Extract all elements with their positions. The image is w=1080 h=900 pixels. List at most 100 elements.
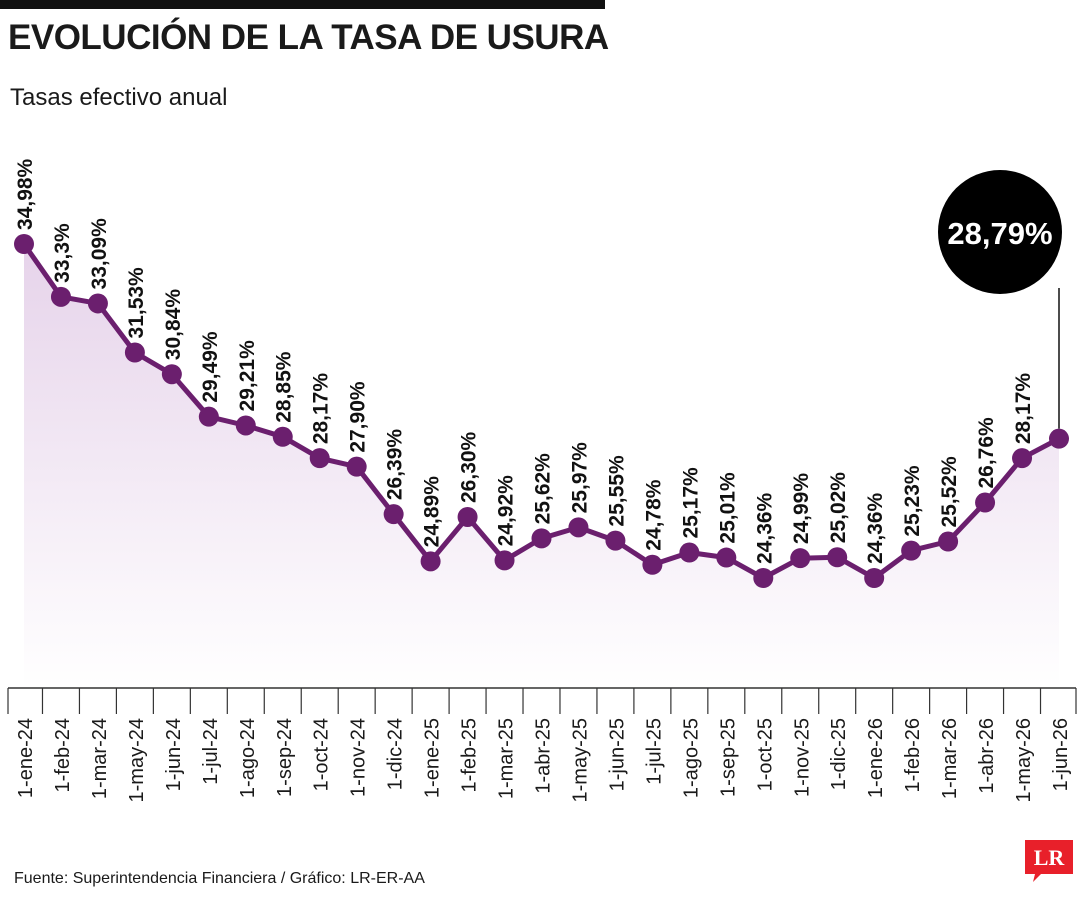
data-label: 29,21% [236,340,259,412]
data-label: 28,85% [273,351,296,423]
x-tick-label: 1-feb-25 [459,718,481,793]
x-tick-labels: 1-ene-24 1-feb-24 1-mar-24 1-may-24 1-jun-24… [15,718,1072,802]
data-labels: 34,98% 33,3% 33,09% 31,53% 30,84% 29,49% 29,21… [14,158,1035,564]
svg-text:LR: LR [1034,845,1066,870]
data-label: 24,78% [642,479,665,551]
chart-subtitle: Tasas efectivo anual [10,84,228,111]
data-point [457,506,478,527]
line-chart: 34,98% 33,3% 33,09% 31,53% 30,84% 29,49% 29,21… [7,158,1077,802]
highlight-callout: 28,79% [938,170,1062,429]
x-tick-label: 1-ago-24 [237,718,259,798]
data-label: 27,90% [347,381,370,453]
data-label: 25,55% [605,455,628,527]
x-tick-label: 1-jul-25 [643,718,665,785]
data-label: 24,36% [864,492,887,564]
x-tick-label: 1-sep-25 [717,718,739,797]
data-point [1012,448,1033,469]
data-point [531,528,552,549]
x-axis-ticks [7,688,1077,714]
x-tick-label: 1-feb-26 [902,718,924,793]
data-label: 31,53% [125,267,148,339]
chart-title: EVOLUCIÓN DE LA TASA DE USURA [8,18,609,57]
x-tick-label: 1-abr-25 [533,718,555,794]
x-tick-label: 1-jun-26 [1050,718,1072,791]
x-tick-label: 1-jul-24 [200,718,222,785]
data-point [50,286,71,307]
data-point [938,531,959,552]
data-point [975,492,996,513]
data-point [87,293,108,314]
data-point [1049,428,1069,449]
x-tick-label: 1-mar-24 [89,718,111,799]
x-tick-label: 1-oct-25 [754,718,776,791]
area-fill [24,244,1059,688]
x-tick-label: 1-may-25 [569,718,591,802]
data-label: 25,17% [679,467,702,539]
data-label: 25,62% [532,453,555,525]
callout-bubble [938,170,1062,294]
callout-label: 28,79% [947,216,1052,251]
lr-logo: LR [1023,838,1075,882]
data-point [272,426,293,447]
data-label: 25,02% [827,472,850,544]
data-point [716,547,737,568]
x-tick-label: 1-abr-26 [976,718,998,794]
x-tick-label: 1-ene-25 [422,718,444,798]
x-tick-label: 1-dic-25 [828,718,850,790]
data-point [494,550,515,571]
data-point [901,540,922,561]
data-label: 26,39% [384,429,407,501]
data-label: 28,17% [310,373,333,445]
data-point [14,234,34,254]
data-points [14,234,1069,588]
x-tick-label: 1-may-24 [126,718,148,802]
data-label: 29,49% [199,331,222,403]
x-tick-label: 1-nov-24 [348,718,370,797]
data-label: 24,36% [753,492,776,564]
data-point [161,364,182,385]
x-tick-label: 1-may-26 [1013,718,1035,802]
x-tick-label: 1-oct-24 [311,718,333,791]
x-tick-label: 1-mar-26 [939,718,961,799]
x-tick-label: 1-ene-26 [865,718,887,798]
data-label: 33,3% [51,223,74,283]
data-point [753,568,774,588]
x-tick-label: 1-jun-25 [606,718,628,791]
data-label: 24,89% [421,476,444,548]
x-tick-label: 1-dic-24 [385,718,407,790]
data-label: 28,17% [1012,373,1035,445]
data-point [864,568,885,588]
data-point [198,406,219,427]
x-tick-label: 1-jun-24 [163,718,185,791]
data-point [642,554,663,575]
data-label: 25,97% [568,442,591,514]
data-label: 34,98% [14,158,37,230]
data-label: 25,52% [938,456,961,528]
data-point [235,415,256,436]
data-point [309,448,330,469]
data-point [383,504,404,525]
data-point [420,551,441,572]
data-label: 30,84% [162,289,185,361]
data-label: 25,23% [901,465,924,537]
data-label: 24,99% [790,473,813,545]
data-label: 26,76% [975,417,998,489]
data-label: 26,30% [458,431,481,503]
data-point [679,542,700,563]
top-accent-bar [0,0,605,9]
x-tick-label: 1-nov-25 [791,718,813,797]
x-tick-label: 1-ene-24 [15,718,37,798]
data-label: 24,92% [495,475,518,547]
data-point [124,342,145,363]
data-label: 33,09% [88,218,111,290]
x-tick-label: 1-sep-24 [274,718,296,797]
data-label: 25,01% [716,472,739,544]
data-point [605,530,626,551]
data-point [346,456,367,477]
x-tick-label: 1-feb-24 [52,718,74,793]
x-tick-label: 1-ago-25 [680,718,702,798]
data-point [568,517,589,538]
source-note: Fuente: Superintendencia Financiera / Gr… [14,870,425,887]
data-point [827,547,848,568]
data-point [790,548,811,569]
